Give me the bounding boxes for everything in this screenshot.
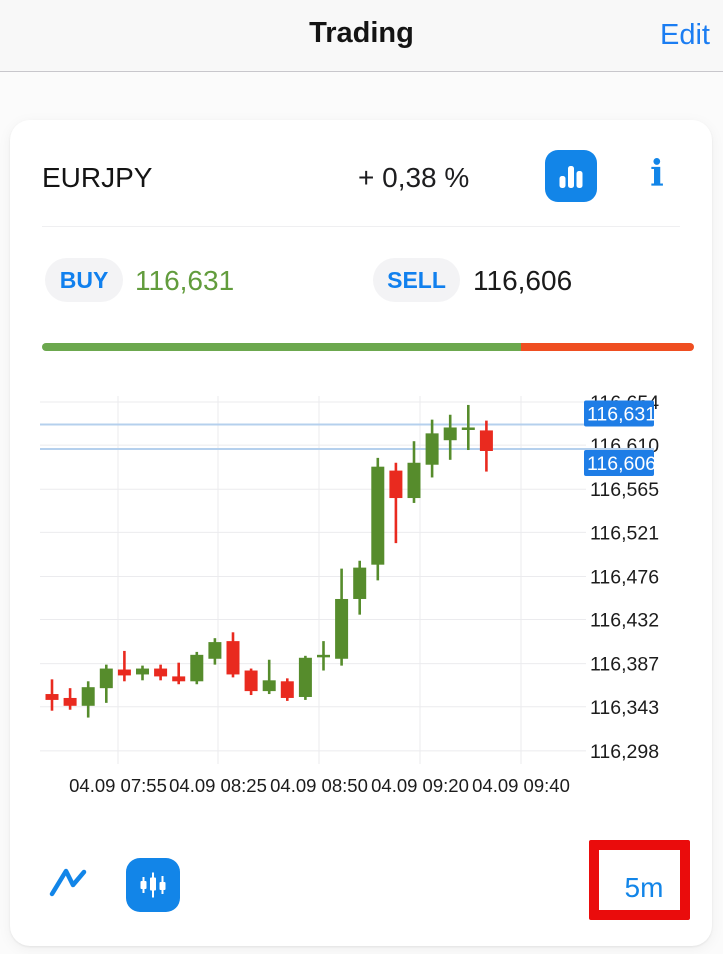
y-axis-label: 116,565 <box>590 479 659 501</box>
candle-body <box>461 427 475 430</box>
candle-body <box>335 598 349 659</box>
sentiment-sell-segment <box>521 343 694 351</box>
header-divider <box>42 226 680 227</box>
timeframe-selector[interactable]: 5m <box>624 872 664 903</box>
candle-body <box>443 427 457 441</box>
open-chart-button[interactable] <box>545 150 597 202</box>
candle-body <box>63 697 77 706</box>
buy-button[interactable]: BUY <box>45 258 123 302</box>
edit-button[interactable]: Edit <box>660 19 710 51</box>
candle-body <box>317 654 330 658</box>
candle-body <box>154 668 168 677</box>
x-axis-label: 04.09 08:25 <box>169 775 267 796</box>
y-axis-label: 116,432 <box>590 610 659 632</box>
candle-body <box>479 430 493 451</box>
sell-price[interactable]: 116,606 <box>473 265 573 296</box>
candle-body <box>190 654 204 682</box>
buy-label: BUY <box>59 266 109 293</box>
candle-body <box>99 668 113 689</box>
instrument-card: EURJPY + 0,38 % i BUY 116,631 SELL 116,6… <box>10 120 712 946</box>
candlestick-chart[interactable]: 116,654116,610116,565116,521116,476116,4… <box>10 388 712 812</box>
candle-body <box>208 642 222 659</box>
x-axis-label: 04.09 07:55 <box>69 775 167 796</box>
candle-body <box>226 641 240 675</box>
annotation-highlight-box <box>589 840 690 920</box>
sell-price-tag-label: 116,606 <box>587 453 656 475</box>
candle-body <box>117 669 131 676</box>
sell-price-tag <box>584 450 654 477</box>
sell-label: SELL <box>387 266 446 293</box>
y-axis-label: 116,343 <box>590 697 659 719</box>
page-title: Trading <box>309 17 414 49</box>
candle-body <box>298 657 312 697</box>
candle-body <box>280 681 294 698</box>
candlestick-icon <box>140 872 166 898</box>
candle-body <box>244 670 258 692</box>
sentiment-bar <box>42 343 694 351</box>
sell-button[interactable]: SELL <box>373 258 460 302</box>
candle-body <box>136 668 149 675</box>
sentiment-buy-segment <box>42 343 522 351</box>
candle-body <box>172 676 186 682</box>
y-axis-label: 116,387 <box>590 654 659 676</box>
y-axis-label: 116,521 <box>590 522 659 544</box>
buy-price-tag <box>584 400 654 427</box>
line-chart-icon <box>49 868 87 897</box>
candle-body <box>371 466 385 565</box>
buy-price-tag-label: 116,631 <box>587 404 656 426</box>
candle-chart-type-button[interactable] <box>126 858 180 912</box>
nav-bar: Trading Edit <box>0 0 723 72</box>
instrument-symbol: EURJPY <box>42 162 153 193</box>
bar-chart-icon <box>559 166 583 188</box>
candle-body <box>81 687 95 706</box>
line-chart-type-button[interactable] <box>48 866 90 905</box>
candle-body <box>407 462 421 499</box>
candle-body <box>389 470 403 499</box>
y-axis-label: 116,298 <box>590 741 659 763</box>
x-axis-label: 04.09 09:40 <box>472 775 570 796</box>
y-axis-label: 116,476 <box>590 566 659 588</box>
candle-body <box>353 567 367 599</box>
candle-body <box>262 680 276 692</box>
x-axis-label: 04.09 09:20 <box>371 775 469 796</box>
x-axis-label: 04.09 08:50 <box>270 775 368 796</box>
candle-body <box>425 433 439 465</box>
info-icon[interactable]: i <box>650 153 664 195</box>
change-percent: + 0,38 % <box>358 162 470 193</box>
buy-price[interactable]: 116,631 <box>135 265 235 296</box>
candle-body <box>45 694 59 700</box>
